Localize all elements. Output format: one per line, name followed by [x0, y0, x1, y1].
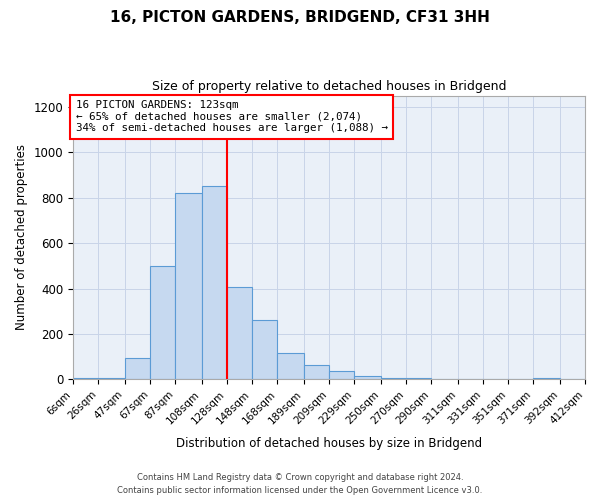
Text: 16 PICTON GARDENS: 123sqm
← 65% of detached houses are smaller (2,074)
34% of se: 16 PICTON GARDENS: 123sqm ← 65% of detac…	[76, 100, 388, 134]
Bar	[533, 378, 560, 380]
Bar	[304, 364, 329, 380]
Bar	[150, 266, 175, 380]
Bar	[252, 320, 277, 380]
Text: Contains HM Land Registry data © Crown copyright and database right 2024.
Contai: Contains HM Land Registry data © Crown c…	[118, 474, 482, 495]
Bar	[381, 378, 406, 380]
Bar	[354, 376, 381, 380]
Bar	[175, 193, 202, 380]
X-axis label: Distribution of detached houses by size in Bridgend: Distribution of detached houses by size …	[176, 437, 482, 450]
Bar	[73, 378, 98, 380]
Bar	[406, 378, 431, 380]
Bar	[202, 186, 227, 380]
Bar	[98, 378, 125, 380]
Y-axis label: Number of detached properties: Number of detached properties	[15, 144, 28, 330]
Text: 16, PICTON GARDENS, BRIDGEND, CF31 3HH: 16, PICTON GARDENS, BRIDGEND, CF31 3HH	[110, 10, 490, 25]
Bar	[277, 353, 304, 380]
Title: Size of property relative to detached houses in Bridgend: Size of property relative to detached ho…	[152, 80, 506, 93]
Bar	[125, 358, 150, 380]
Bar	[329, 372, 354, 380]
Bar	[227, 288, 252, 380]
